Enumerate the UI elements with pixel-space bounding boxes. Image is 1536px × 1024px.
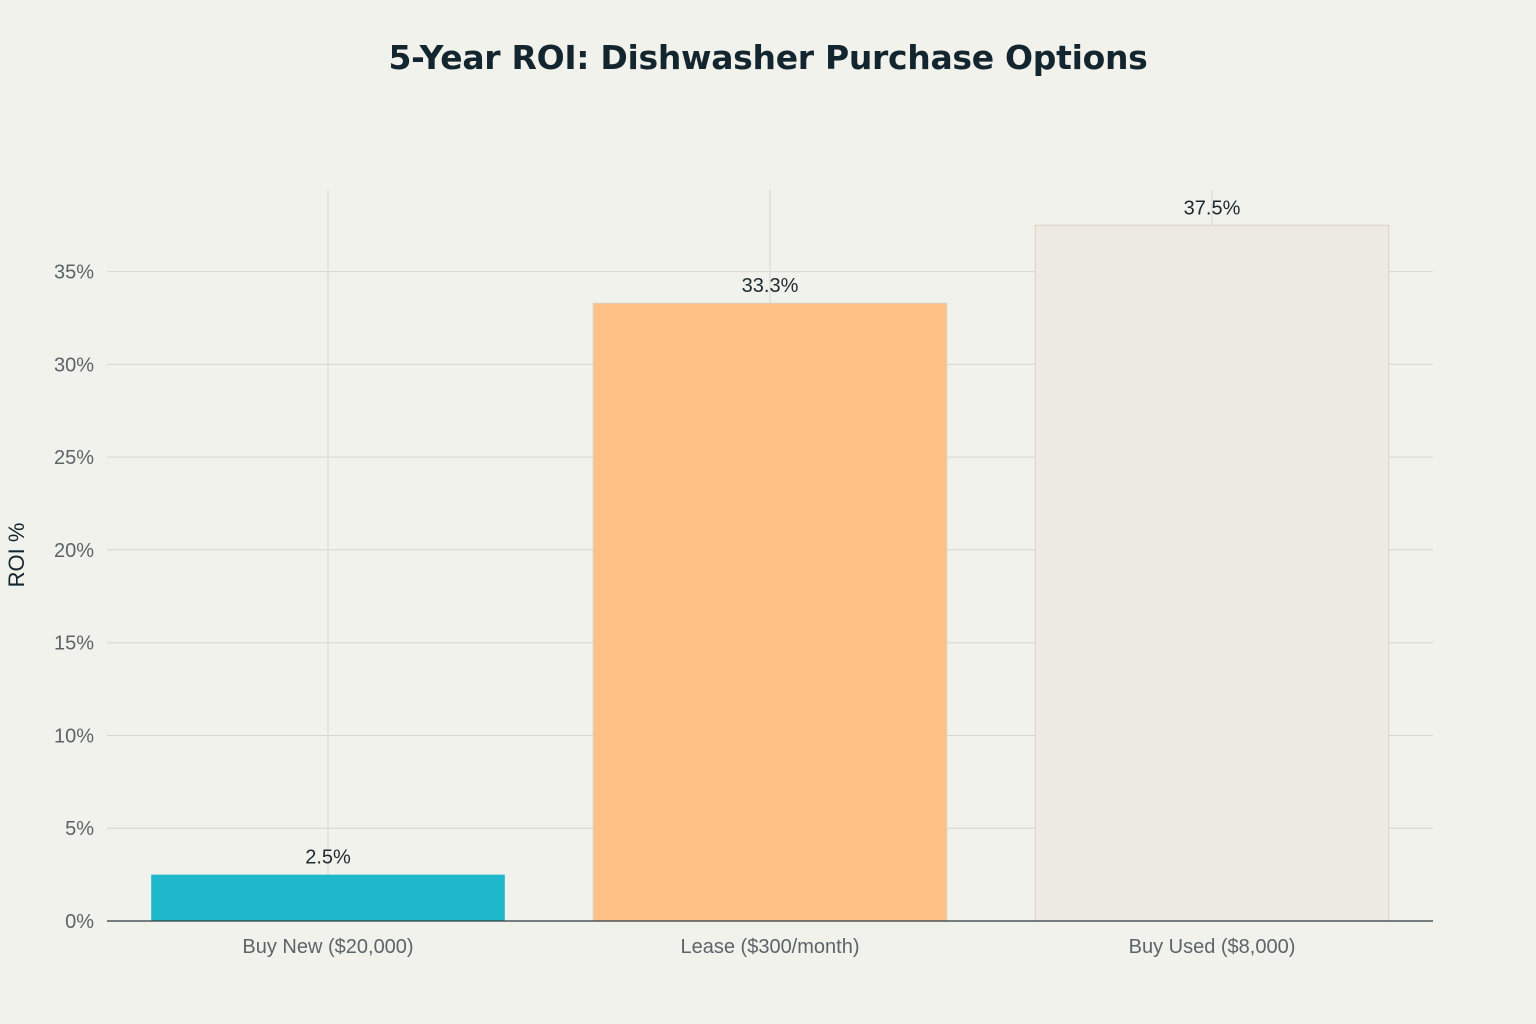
x-tick-label: Buy Used ($8,000) [1129, 936, 1296, 958]
bar [151, 874, 505, 921]
y-tick-label: 35% [54, 262, 94, 284]
label-layer: 0% 5% 10% 15% 20% 25% 30% 35% Buy New ($20,000) L… [54, 197, 1295, 958]
y-tick-label: 15% [54, 633, 94, 655]
data-label: 2.5% [305, 847, 351, 869]
bar [592, 302, 948, 922]
chart-title: 5-Year ROI: Dishwasher Purchase Options [388, 38, 1148, 77]
y-tick-label: 30% [54, 354, 94, 376]
data-label: 33.3% [742, 275, 799, 297]
y-tick-label: 5% [65, 818, 94, 840]
bar [1034, 224, 1390, 922]
y-tick-label: 0% [65, 911, 94, 933]
y-tick-label: 25% [54, 447, 94, 469]
y-axis-title: ROI % [4, 523, 29, 588]
bar-layer [151, 224, 1390, 922]
y-tick-label: 10% [54, 725, 94, 747]
x-tick-label: Buy New ($20,000) [242, 936, 413, 958]
x-tick-label: Lease ($300/month) [680, 936, 859, 958]
data-label: 37.5% [1184, 197, 1241, 219]
y-tick-label: 20% [54, 540, 94, 562]
